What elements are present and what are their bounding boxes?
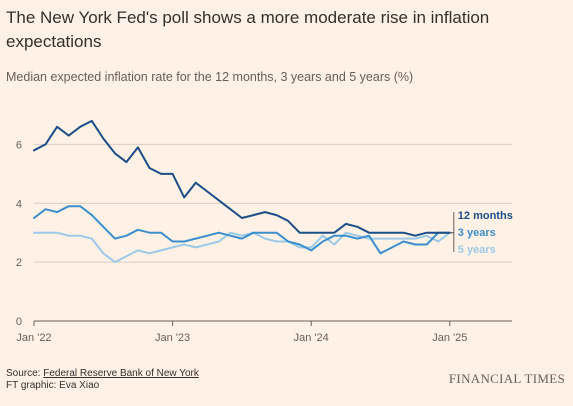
- x-tick-label: Jan '25: [432, 332, 467, 344]
- series-line-5-years: [33, 231, 451, 264]
- x-tick-label: Jan '22: [16, 332, 51, 344]
- series-line-12-months: [33, 119, 451, 237]
- series-label: 3 years: [458, 227, 496, 239]
- y-tick-label: 4: [16, 198, 22, 210]
- y-tick-label: 2: [16, 257, 22, 269]
- series-labels: 12 months 3 years 5 years: [449, 210, 513, 256]
- y-tick-label: 0: [16, 316, 22, 328]
- line-chart: 0 2 4 6 Jan '22 Jan '23 Jan '24 Jan '25 12 mon…: [16, 119, 513, 344]
- x-tick-label: Jan '23: [155, 332, 190, 344]
- graphic-credit: FT graphic: Eva Xiao: [6, 380, 100, 391]
- x-tick-label: Jan '24: [294, 332, 329, 344]
- source-line: Source: Federal Reserve Bank of New York: [6, 368, 199, 380]
- source-link[interactable]: Federal Reserve Bank of New York: [43, 368, 199, 379]
- series-label: 12 months: [458, 210, 513, 222]
- chart-title: The New York Fed's poll shows a more mod…: [6, 8, 490, 51]
- chart-subtitle: Median expected inflation rate for the 1…: [6, 70, 414, 84]
- footer: Source: Federal Reserve Bank of New York…: [6, 368, 199, 392]
- series-line-3-years: [33, 205, 451, 255]
- y-tick-label: 6: [16, 139, 22, 151]
- ft-logo: FINANCIAL TIMES: [448, 371, 565, 386]
- series-lines: [33, 119, 451, 264]
- series-label: 5 years: [458, 244, 496, 256]
- x-axis: Jan '22 Jan '23 Jan '24 Jan '25: [16, 321, 467, 344]
- source-prefix: Source:: [6, 368, 44, 379]
